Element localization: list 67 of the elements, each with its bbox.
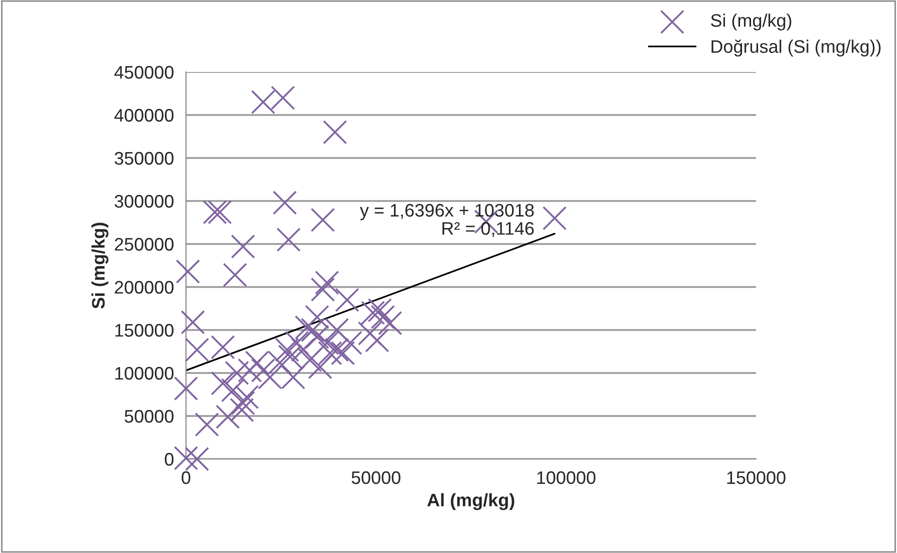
point [314, 270, 340, 295]
y-tick-label: 100000 [115, 366, 174, 380]
point [221, 378, 246, 402]
point [330, 341, 356, 366]
x-tick-label: 0 [182, 471, 190, 484]
x-tick-label: 150000 [727, 471, 786, 484]
point [274, 338, 300, 362]
point [308, 354, 332, 380]
point [251, 90, 276, 114]
point [174, 376, 198, 401]
x-tick-label: 50000 [352, 471, 400, 484]
point [230, 234, 256, 259]
y-tick-label: 200000 [114, 280, 174, 294]
y-tick-label: 350000 [114, 152, 174, 165]
point [276, 228, 301, 252]
y-tick-label: 300000 [114, 194, 174, 208]
point [304, 324, 330, 349]
point [202, 200, 227, 224]
point [176, 259, 200, 284]
point [335, 288, 360, 312]
point [180, 310, 205, 334]
point [230, 390, 256, 416]
point [358, 321, 382, 346]
point [224, 360, 250, 386]
point [298, 348, 322, 372]
point [278, 344, 302, 369]
y-tick-label: 450000 [114, 66, 174, 79]
point [210, 335, 235, 360]
point [272, 190, 297, 215]
legend-label: Doğrusal (Si (mg/kg)) [712, 39, 881, 57]
point [370, 304, 395, 330]
y-tick-label: 400000 [114, 108, 174, 122]
point [365, 328, 390, 352]
point [184, 446, 210, 472]
point [251, 358, 276, 383]
point [318, 341, 342, 366]
point [322, 120, 348, 144]
point [284, 330, 310, 356]
point [216, 404, 240, 429]
point [184, 338, 210, 362]
point [360, 300, 386, 325]
point [230, 398, 254, 422]
y-axis-title: Si (mg/kg) [91, 222, 108, 309]
point [294, 315, 319, 340]
point [378, 311, 402, 336]
point [234, 384, 259, 410]
point [208, 200, 232, 224]
point [304, 304, 330, 330]
y-tick-label: 150000 [115, 324, 174, 337]
legend-label: Si (mg/kg) [710, 14, 792, 30]
x-axis-title: Al (mg/kg) [427, 493, 514, 510]
point [368, 298, 392, 322]
point [194, 412, 220, 437]
point [270, 86, 296, 110]
point [324, 338, 349, 362]
point [310, 277, 335, 302]
point [174, 446, 198, 470]
y-tick-label: 250000 [114, 238, 174, 251]
x-tick-label: 100000 [537, 471, 596, 484]
point [222, 262, 248, 288]
point [210, 371, 235, 396]
point [542, 206, 567, 230]
y-tick-label: 0 [164, 452, 174, 466]
y-tick-label: 50000 [124, 410, 174, 423]
point [238, 358, 262, 383]
point [310, 208, 335, 232]
point [290, 338, 316, 362]
